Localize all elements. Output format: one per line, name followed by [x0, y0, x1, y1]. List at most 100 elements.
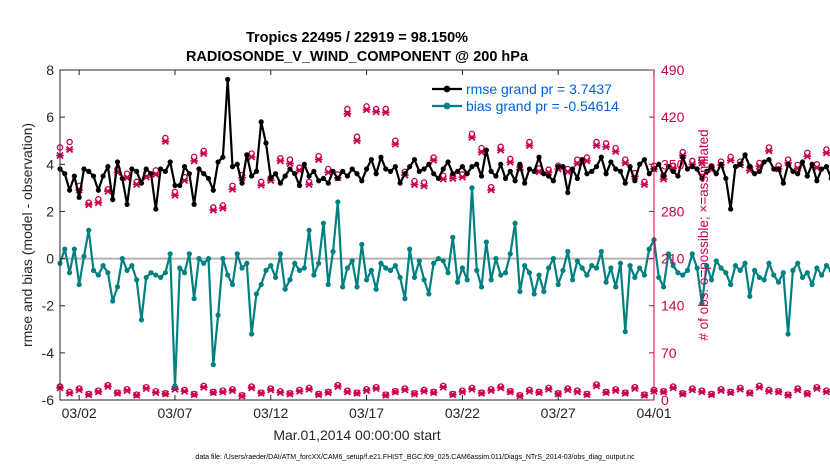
rmse-point	[737, 161, 743, 167]
bias-point	[143, 274, 149, 281]
right-y-tick-label: 490	[661, 62, 685, 78]
bottom-obs-assimilated-marker	[698, 388, 706, 396]
bottom-obs-assimilated-marker	[209, 388, 218, 397]
rmse-point	[320, 175, 327, 182]
rmse-point	[637, 161, 643, 167]
x-axis: 03/02 03/07 03/12 03/17 03/22 03/27 04/01	[62, 70, 672, 421]
obs-assimilated-marker	[420, 182, 428, 190]
bias-point	[670, 263, 676, 269]
legend-rmse-marker	[443, 85, 451, 93]
right-y-axis: 0 70 140 210 280 350 420 490	[649, 62, 685, 408]
rmse-point	[373, 171, 379, 177]
rmse-point	[114, 159, 121, 165]
bias-point	[488, 277, 494, 283]
rmse-point	[277, 180, 283, 186]
bottom-obs-assimilated-marker	[247, 384, 256, 392]
bias-point	[675, 270, 681, 276]
bias-point	[799, 274, 806, 281]
bias-point	[205, 255, 212, 262]
bias-point	[517, 288, 523, 295]
rmse-point	[416, 168, 422, 174]
obs-assimilated-marker	[813, 164, 821, 172]
bias-point	[790, 267, 796, 273]
rmse-point	[311, 168, 317, 174]
rmse-point	[378, 154, 384, 160]
rmse-point	[354, 171, 360, 177]
bias-point	[665, 251, 671, 257]
rmse-point	[263, 140, 269, 146]
rmse-point	[110, 197, 116, 203]
rmse-point	[747, 164, 753, 170]
legend-bias-marker	[443, 102, 451, 110]
bottom-obs-assimilated-marker	[707, 390, 716, 399]
rmse-point	[383, 166, 389, 172]
rmse-point	[196, 166, 202, 172]
bias-point	[771, 272, 777, 278]
bottom-obs-assimilated-marker	[353, 389, 361, 397]
bottom-obs-assimilated-marker	[295, 387, 304, 395]
bias-point	[732, 263, 739, 269]
rmse-point	[684, 166, 691, 172]
rmse-point	[670, 168, 676, 174]
bias-point	[646, 246, 652, 252]
rmse-point	[512, 178, 518, 184]
rmse-point	[560, 164, 566, 170]
bias-point	[234, 251, 240, 257]
bias-point	[81, 253, 87, 259]
bottom-obs-assimilated-marker	[659, 388, 668, 396]
obs-assimilated-marker	[84, 201, 93, 209]
rmse-point	[622, 180, 628, 186]
bias-point	[363, 277, 370, 283]
left-y-tick-label: -6	[42, 392, 55, 408]
bias-point	[502, 270, 509, 276]
bias-point	[546, 265, 552, 271]
obs-assimilated-marker	[458, 173, 467, 181]
obs-assimilated-marker	[228, 185, 237, 193]
obs-assimilated-marker	[276, 157, 285, 165]
bottom-obs-assimilated-marker	[621, 389, 630, 397]
bias-point	[641, 272, 648, 278]
bias-point	[823, 263, 830, 269]
bias-point	[718, 265, 724, 271]
bias-point	[316, 260, 322, 266]
bias-point	[225, 272, 231, 278]
bias-point	[191, 296, 197, 302]
bias-point	[253, 291, 260, 297]
obs-assimilated-marker	[468, 133, 476, 141]
obs-assimilated-marker	[94, 199, 103, 207]
rmse-point	[201, 171, 207, 177]
bottom-obs-assimilated-marker	[496, 384, 505, 392]
obs-assimilated-marker	[726, 156, 735, 164]
rmse-point	[445, 159, 451, 165]
bias-point	[153, 272, 159, 278]
rmse-point	[66, 187, 73, 193]
rmse-point	[627, 164, 633, 170]
rmse-point	[555, 164, 561, 170]
bottom-obs-assimilated-marker	[506, 388, 515, 396]
bottom-obs-assimilated-marker	[84, 390, 93, 399]
bias-point	[239, 265, 245, 271]
bias-point	[201, 260, 207, 266]
bias-point	[66, 270, 73, 276]
bias-point	[162, 270, 168, 276]
bottom-obs-assimilated-marker	[305, 385, 313, 393]
rmse-point	[536, 154, 542, 160]
bias-point	[272, 274, 279, 281]
legend-box	[426, 76, 644, 116]
bias-point	[416, 258, 422, 264]
bottom-obs-assimilated-marker	[525, 387, 534, 395]
rmse-point	[522, 180, 528, 186]
obs-possible-marker	[123, 170, 131, 177]
bottom-obs-assimilated-marker	[602, 388, 610, 397]
rmse-point	[680, 154, 686, 160]
left-y-axis-label: rmse and bias (model - observation)	[19, 123, 35, 347]
rmse-point	[474, 161, 480, 167]
bias-point	[335, 199, 341, 205]
obs-assimilated-marker	[171, 191, 179, 199]
rmse-point	[191, 201, 197, 207]
bottom-obs-assimilated-marker	[391, 388, 400, 396]
bias-point	[459, 265, 465, 271]
rmse-point	[225, 76, 231, 83]
bottom-obs-assimilated-marker	[583, 390, 591, 399]
